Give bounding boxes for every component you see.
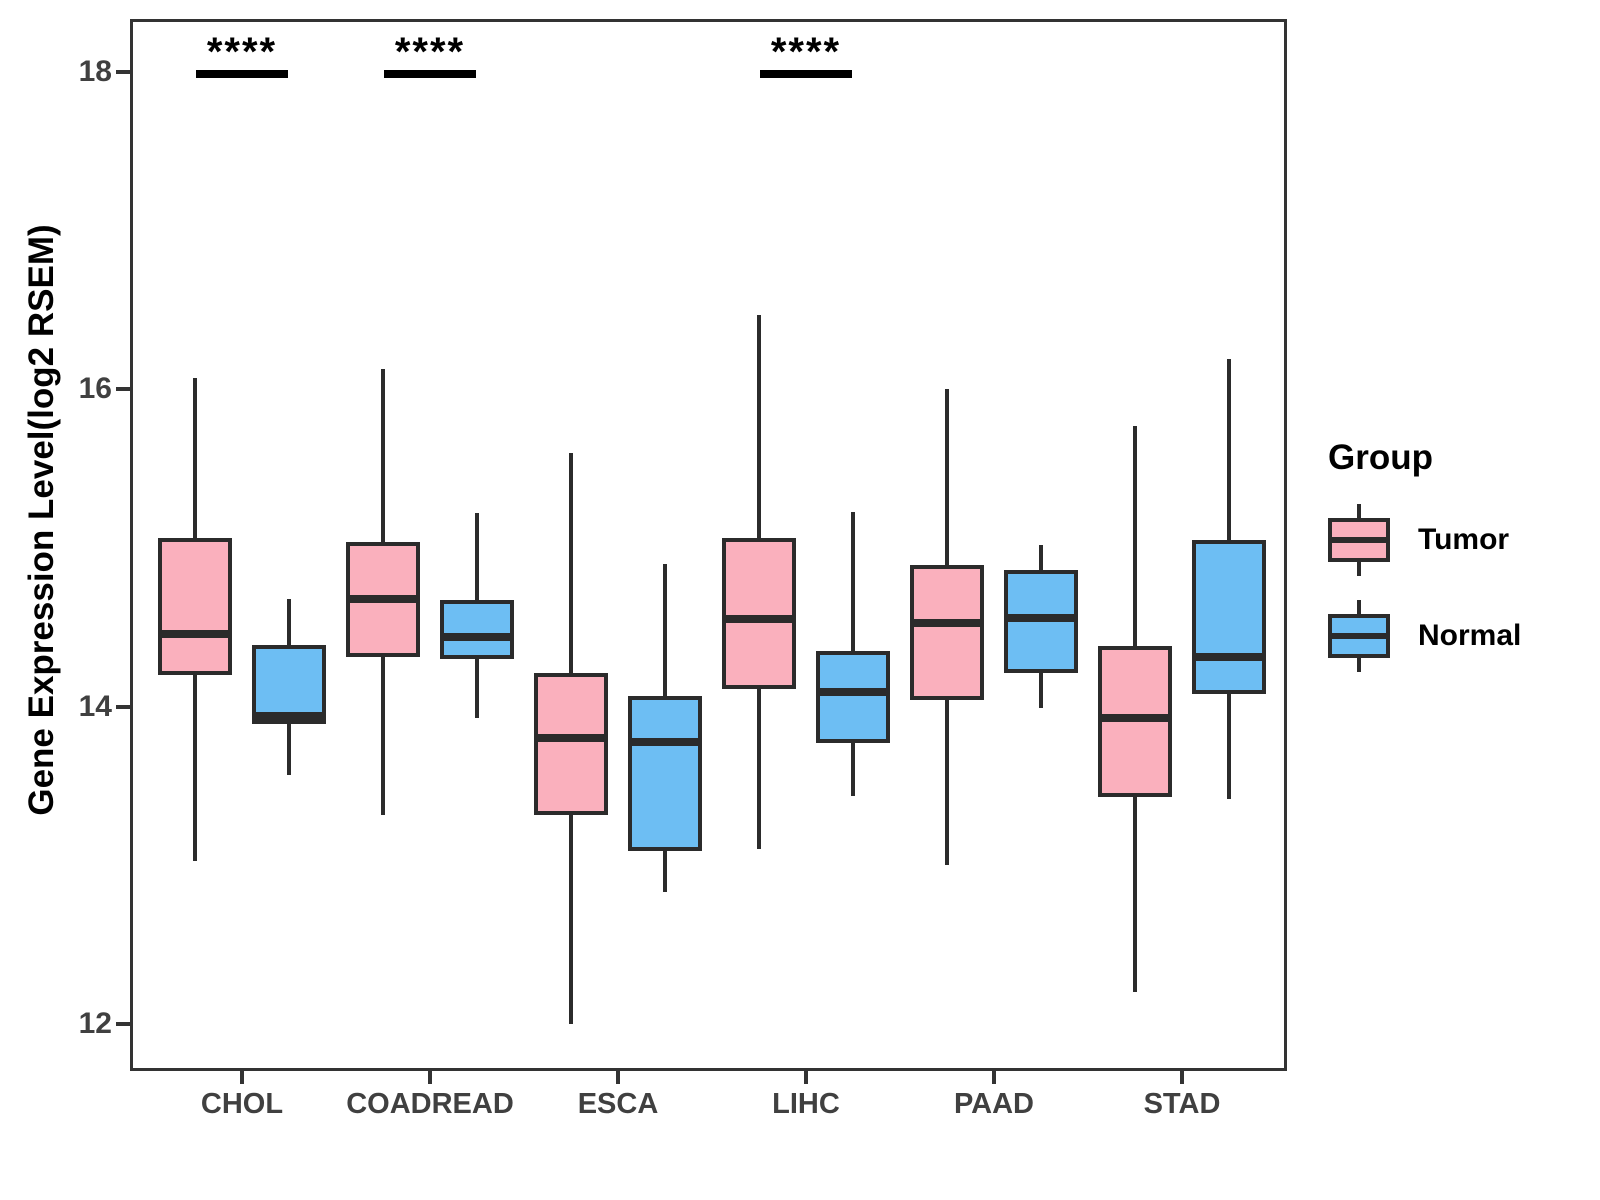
tumor-median-line <box>346 594 420 603</box>
tumor-median-line <box>534 734 608 743</box>
y-tick-mark <box>116 1022 130 1026</box>
y-tick-mark <box>116 704 130 709</box>
tumor-box <box>158 538 232 675</box>
legend-label-tumor: Tumor <box>1418 523 1510 556</box>
normal-median-line <box>1192 653 1266 662</box>
tumor-box <box>534 673 608 815</box>
y-tick-label: 16 <box>78 372 112 406</box>
x-tick-label: COADREAD <box>346 1088 514 1120</box>
plot-panel <box>130 19 1287 1071</box>
significance-bar <box>196 70 288 78</box>
tumor-median-line <box>910 618 984 627</box>
tumor-box <box>910 565 984 701</box>
legend: Group Tumor Normal <box>1328 438 1598 696</box>
normal-median-line <box>252 712 326 721</box>
y-tick-label: 18 <box>78 55 112 88</box>
x-tick-label: PAAD <box>953 1088 1035 1120</box>
x-tick-mark <box>240 1071 244 1084</box>
legend-item-normal: Normal <box>1328 600 1598 672</box>
x-tick-mark <box>616 1071 620 1084</box>
x-tick-mark <box>804 1071 808 1084</box>
normal-box <box>440 600 514 660</box>
significance-stars: **** <box>206 30 278 74</box>
legend-label-normal: Normal <box>1418 619 1522 652</box>
y-tick-mark <box>116 387 130 392</box>
normal-boxplot-glyph-icon <box>1328 600 1390 672</box>
significance-stars: **** <box>394 30 466 74</box>
legend-item-tumor: Tumor <box>1328 504 1598 576</box>
normal-median-line <box>440 632 514 641</box>
tumor-median-line <box>158 629 232 638</box>
legend-title: Group <box>1328 438 1433 477</box>
tumor-median-line <box>1098 713 1172 722</box>
x-tick-label: LIHC <box>772 1088 840 1120</box>
normal-box <box>1192 540 1266 694</box>
tumor-box <box>722 538 796 690</box>
x-tick-mark <box>428 1071 432 1084</box>
x-tick-label: ESCA <box>577 1088 659 1120</box>
y-tick-label: 12 <box>78 1007 112 1040</box>
tumor-boxplot-glyph-icon <box>1328 504 1390 576</box>
y-tick-mark <box>116 70 130 74</box>
x-tick-mark <box>992 1071 996 1084</box>
normal-median-line <box>628 737 702 746</box>
y-tick-label: 14 <box>78 689 112 723</box>
tumor-median-line <box>722 615 796 624</box>
normal-median-line <box>816 688 890 697</box>
normal-box <box>252 644 326 725</box>
normal-median-line <box>1004 613 1078 622</box>
significance-bar <box>384 70 476 78</box>
x-tick-mark <box>1180 1071 1184 1084</box>
x-tick-label: STAD <box>1143 1088 1221 1120</box>
significance-stars: **** <box>770 30 842 74</box>
x-tick-label: CHOL <box>200 1088 284 1120</box>
y-axis-title: Gene Expression Level(log2 RSEM) <box>22 224 61 816</box>
significance-bar <box>760 70 852 78</box>
normal-box <box>816 651 890 744</box>
normal-box <box>628 695 702 852</box>
